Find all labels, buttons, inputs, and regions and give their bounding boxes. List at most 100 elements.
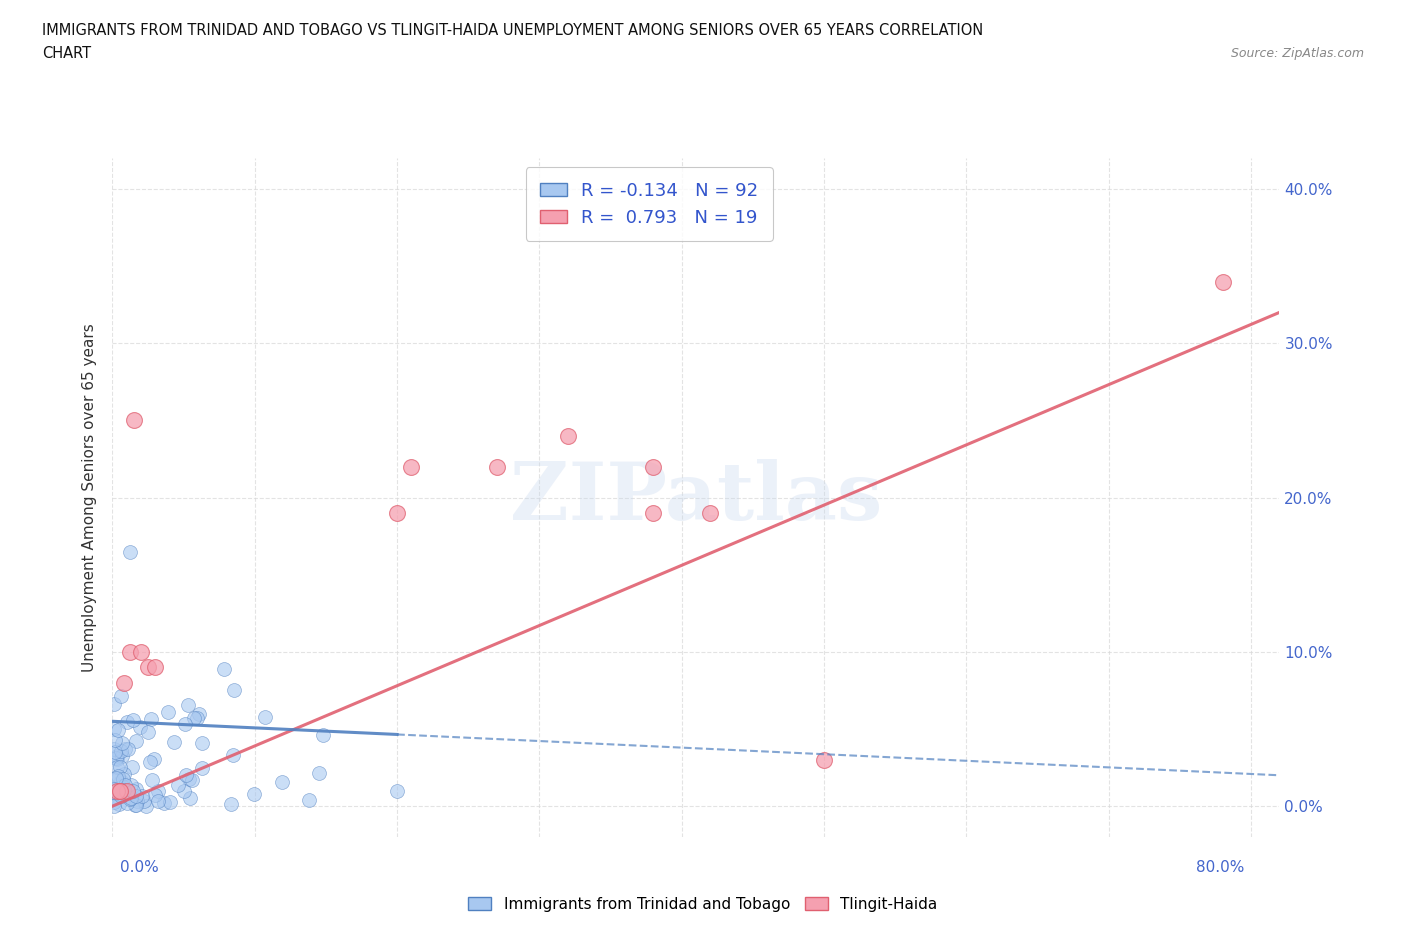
Point: [114, 741, 136, 756]
Point: [108, 783, 131, 798]
Point: [125, 734, 148, 749]
Point: [1212, 274, 1234, 289]
Point: [115, 714, 138, 729]
Point: [108, 783, 131, 798]
Point: [187, 707, 209, 722]
Point: [153, 796, 176, 811]
Point: [103, 722, 125, 737]
Point: [111, 771, 134, 786]
Text: 0.0%: 0.0%: [120, 860, 159, 875]
Point: [312, 727, 335, 742]
Point: [156, 705, 179, 720]
Point: [643, 506, 665, 521]
Legend: Immigrants from Trinidad and Tobago, Tlingit-Haida: Immigrants from Trinidad and Tobago, Tli…: [463, 890, 943, 918]
Point: [117, 742, 139, 757]
Point: [115, 783, 138, 798]
Point: [107, 784, 129, 799]
Point: [173, 784, 195, 799]
Point: [136, 660, 159, 675]
Point: [103, 742, 125, 757]
Point: [107, 784, 129, 799]
Text: CHART: CHART: [42, 46, 91, 61]
Point: [105, 770, 128, 785]
Point: [111, 749, 134, 764]
Point: [139, 754, 162, 769]
Point: [176, 698, 198, 712]
Point: [143, 788, 166, 803]
Point: [181, 773, 204, 788]
Point: [270, 775, 292, 790]
Point: [254, 709, 277, 724]
Point: [129, 644, 152, 659]
Point: [163, 735, 186, 750]
Point: [124, 798, 146, 813]
Point: [385, 783, 408, 798]
Point: [136, 724, 159, 739]
Point: [112, 675, 135, 690]
Point: [385, 506, 408, 521]
Point: [105, 751, 128, 766]
Point: [125, 781, 148, 796]
Point: [107, 723, 129, 737]
Point: [110, 688, 132, 703]
Point: [118, 644, 141, 659]
Legend: R = -0.134   N = 92, R =  0.793   N = 19: R = -0.134 N = 92, R = 0.793 N = 19: [526, 167, 773, 241]
Point: [105, 749, 128, 764]
Point: [111, 778, 134, 793]
Point: [105, 783, 128, 798]
Point: [143, 751, 166, 766]
Point: [104, 744, 127, 759]
Point: [129, 720, 152, 735]
Point: [557, 429, 579, 444]
Point: [191, 735, 214, 750]
Point: [177, 771, 200, 786]
Point: [107, 770, 129, 785]
Point: [813, 752, 835, 767]
Text: IMMIGRANTS FROM TRINIDAD AND TOBAGO VS TLINGIT-HAIDA UNEMPLOYMENT AMONG SENIORS : IMMIGRANTS FROM TRINIDAD AND TOBAGO VS T…: [42, 23, 983, 38]
Point: [221, 796, 243, 811]
Point: [103, 781, 125, 796]
Point: [103, 697, 125, 711]
Point: [143, 660, 166, 675]
Point: [120, 777, 142, 792]
Point: [308, 765, 330, 780]
Point: [191, 761, 214, 776]
Point: [111, 736, 134, 751]
Point: [212, 661, 235, 676]
Point: [103, 784, 125, 799]
Point: [121, 784, 143, 799]
Text: Source: ZipAtlas.com: Source: ZipAtlas.com: [1230, 46, 1364, 60]
Point: [125, 789, 148, 804]
Point: [110, 774, 132, 789]
Point: [166, 777, 188, 792]
Point: [122, 413, 145, 428]
Point: [117, 795, 139, 810]
Point: [298, 793, 321, 808]
Point: [222, 683, 245, 698]
Point: [118, 792, 141, 807]
Point: [125, 794, 148, 809]
Point: [242, 786, 264, 801]
Point: [485, 459, 508, 474]
Point: [114, 777, 136, 792]
Point: [105, 751, 128, 765]
Text: ZIPatlas: ZIPatlas: [510, 458, 882, 537]
Point: [179, 790, 201, 805]
Point: [110, 789, 132, 804]
Point: [104, 733, 127, 748]
Point: [131, 789, 153, 804]
Point: [159, 794, 181, 809]
Point: [112, 767, 135, 782]
Point: [107, 796, 129, 811]
Point: [174, 767, 197, 782]
Point: [401, 459, 423, 474]
Point: [186, 711, 208, 725]
Point: [125, 797, 148, 812]
Point: [132, 794, 155, 809]
Point: [141, 773, 163, 788]
Point: [104, 786, 127, 801]
Text: 80.0%: 80.0%: [1197, 860, 1244, 875]
Point: [121, 712, 143, 727]
Point: [174, 717, 197, 732]
Y-axis label: Unemployment Among Seniors over 65 years: Unemployment Among Seniors over 65 years: [82, 324, 97, 671]
